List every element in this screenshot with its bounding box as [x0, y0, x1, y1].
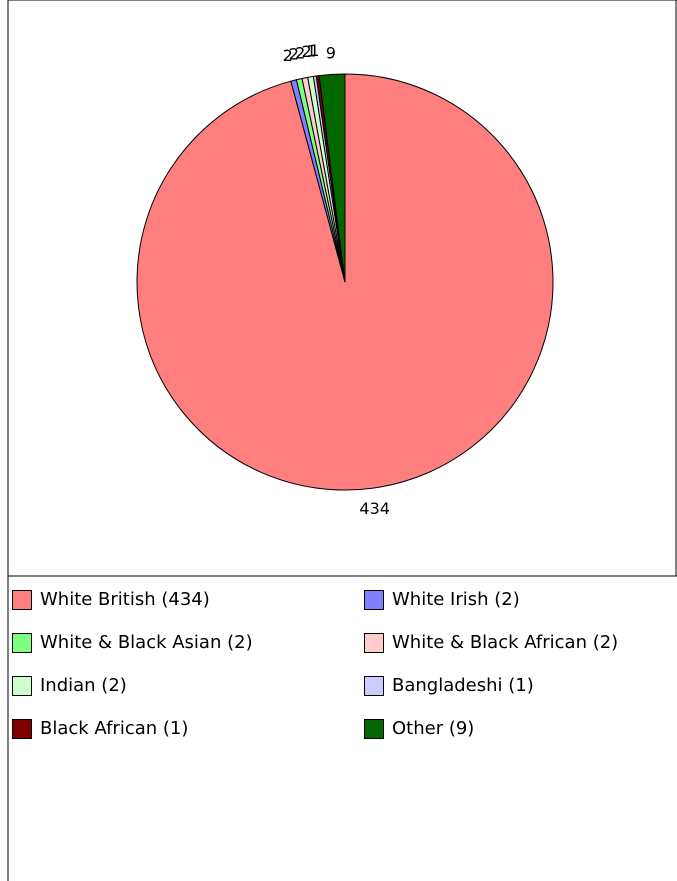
legend-item: Bangladeshi (1) [364, 674, 534, 698]
legend-item: Indian (2) [12, 674, 127, 698]
legend-label: White & Black African (2) [392, 632, 619, 653]
legend-label: Bangladeshi (1) [392, 675, 534, 696]
legend-swatch [12, 719, 32, 739]
pie-chart-area: 434 2 2 2 2 1 1 9 [136, 41, 554, 518]
legend-label: White British (434) [40, 589, 210, 610]
legend-label: White Irish (2) [392, 589, 520, 610]
legend-label: Indian (2) [40, 675, 127, 696]
slice-value-label: 2 [295, 43, 305, 62]
slice-value-label: 434 [359, 499, 390, 518]
slice-value-label: 1 [306, 42, 316, 61]
slice-value-label: 2 [289, 45, 299, 64]
legend-label: Other (9) [392, 718, 475, 739]
legend-label: Black African (1) [40, 718, 189, 739]
legend-item: White & Black Asian (2) [12, 631, 253, 655]
slice-value-label: 2 [283, 46, 293, 65]
legend-item: White Irish (2) [364, 588, 520, 612]
legend-label: White & Black Asian (2) [40, 632, 253, 653]
legend-item: Other (9) [364, 717, 474, 741]
legend-swatch [12, 633, 32, 653]
legend-swatch [364, 590, 384, 610]
pie-slice [318, 73, 346, 283]
legend-swatch [364, 719, 384, 739]
legend-item: Black African (1) [12, 717, 188, 741]
legend-swatch [364, 633, 384, 653]
legend-item: White & Black African (2) [364, 631, 618, 655]
slice-value-label: 1 [309, 41, 319, 60]
slice-value-label: 9 [326, 43, 336, 62]
legend: White British (434) White Irish (2) Whit… [0, 578, 677, 758]
legend-item: White British (434) [12, 588, 210, 612]
slice-value-label: 2 [302, 42, 312, 61]
legend-swatch [12, 676, 32, 696]
legend-swatch [12, 590, 32, 610]
legend-swatch [364, 676, 384, 696]
